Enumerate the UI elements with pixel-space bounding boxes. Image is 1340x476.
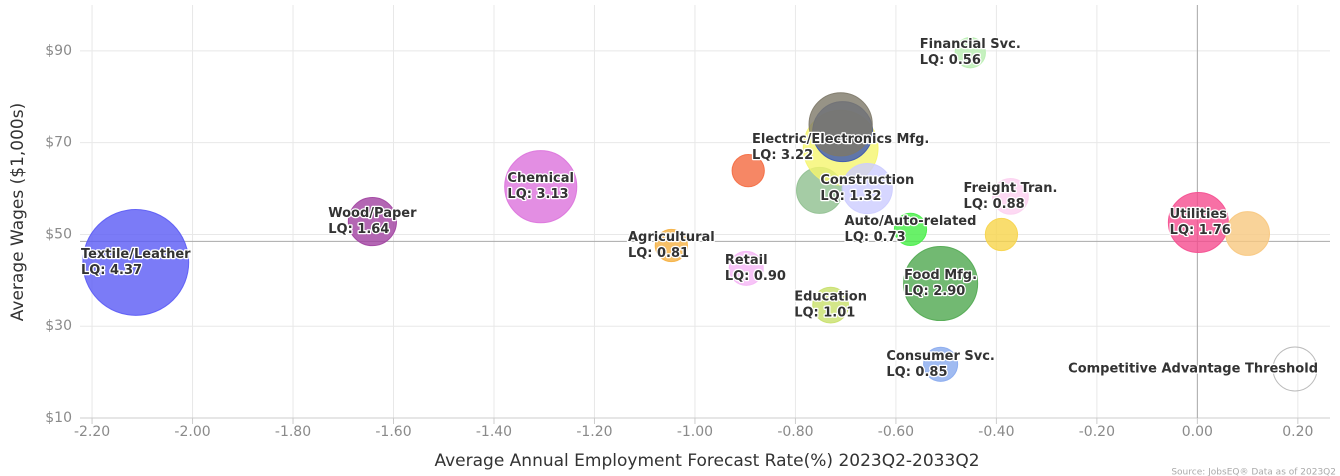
x-tick-label: -0.20 [1079,424,1115,440]
bubble-label: Utilities [1170,207,1228,222]
y-tick-label: $50 [45,226,72,242]
x-tick-label: -1.20 [576,424,612,440]
bubble-label: Freight Tran. [964,181,1058,196]
bubble-lq-label: LQ: 0.81 [628,246,689,261]
bubble [812,286,849,324]
bubble [731,154,765,188]
y-tick-label: $10 [45,410,72,426]
y-tick-label: $70 [45,135,72,151]
bubble [347,197,397,247]
x-tick-label: -0.80 [777,424,813,440]
x-tick-label: -1.80 [275,424,311,440]
bubble-label: Education [794,290,867,305]
y-tick-label: $30 [45,318,72,334]
bubble-lq-label: LQ: 3.22 [752,148,813,163]
x-tick-label: 0.00 [1182,424,1213,440]
bubble-lq-label: LQ: 0.85 [886,365,947,380]
bubble [992,177,1029,215]
bubble [984,217,1019,252]
bubble [808,92,873,157]
bubble-label: Wood/Paper [328,206,417,221]
bubble-label: Auto/Auto-related [845,214,977,229]
bubble [954,37,986,69]
x-tick-label: -0.40 [978,424,1014,440]
bubble [903,246,979,322]
bubble-label: Consumer Svc. [886,349,995,364]
bubble [728,250,764,286]
bubble [893,212,928,247]
bubble-lq-label: LQ: 0.73 [845,230,906,245]
bubble-lq-label: LQ: 1.01 [794,306,855,321]
bubble-label: Retail [725,253,768,268]
x-tick-label: -2.00 [174,424,210,440]
source-note: Source: JobsEQ® Data as of 2023Q2 [1171,468,1336,476]
bubble [82,209,190,316]
x-tick-label: -0.60 [878,424,914,440]
bubble [841,162,893,215]
bubble-lq-label: LQ: 0.56 [920,53,981,68]
bubble [654,228,688,263]
x-axis-title: Average Annual Employment Forecast Rate(… [434,451,979,471]
bubble-lq-label: LQ: 0.88 [964,197,1025,212]
bubble-label: Electric/Electronics Mfg. [752,132,929,147]
x-tick-label: -1.40 [476,424,512,440]
bubble [923,346,959,382]
bubble-lq-label: LQ: 1.64 [328,222,389,237]
bubble-lq-label: LQ: 1.76 [1170,223,1231,238]
bubble-lq-label: LQ: 4.37 [81,263,142,278]
x-tick-label: -2.20 [74,424,110,440]
x-tick-label: -1.60 [375,424,411,440]
y-axis-title: Average Wages ($1,000s) [8,103,28,321]
bubble-label: Financial Svc. [920,37,1021,52]
bubble [1225,211,1271,256]
bubble [504,150,578,224]
bubble-lq-label: LQ: 2.90 [904,284,965,299]
bubble-lq-label: LQ: 1.32 [820,189,881,204]
bubble-label: Chemical [507,171,574,186]
threshold-legend-symbol [1272,346,1318,392]
bubble-label: Construction [820,173,914,188]
bubble-lq-label: LQ: 3.13 [507,187,568,202]
bubble-label: Agricultural [628,230,715,245]
bubble-label: Textile/Leather [81,247,191,262]
y-tick-label: $90 [45,43,72,59]
bubble-label: Food Mfg. [904,268,977,283]
x-tick-label: 0.20 [1282,424,1313,440]
x-tick-label: -1.00 [677,424,713,440]
bubble-lq-label: LQ: 0.90 [725,269,786,284]
threshold-legend-label: Competitive Advantage Threshold [1068,362,1318,377]
